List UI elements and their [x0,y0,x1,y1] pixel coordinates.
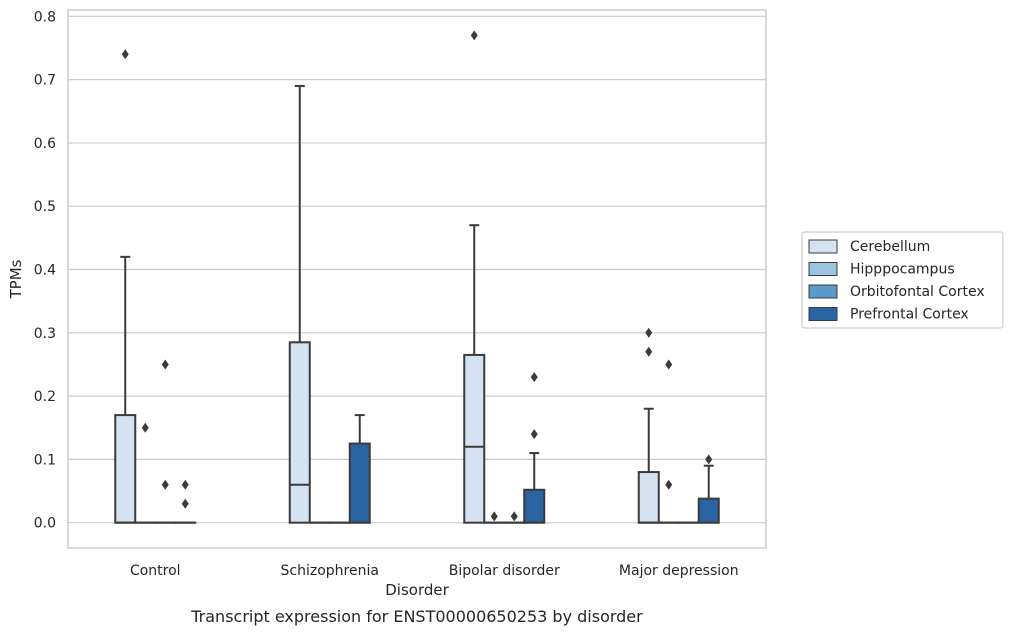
x-tick-label: Major depression [619,563,739,579]
y-tick-label: 0.7 [34,73,56,89]
box-hipppocampus [483,511,506,524]
box-orbitofontal-cortex [154,359,177,524]
legend-label: Prefrontal Cortex [850,307,969,323]
outlier-point [121,49,129,60]
x-axis-label: Disorder [385,581,449,599]
y-axis-label: TPMs [7,259,25,299]
box-body [348,442,371,524]
box-cerebellum [288,84,311,524]
box-hipppocampus [657,359,680,524]
outlier-point [161,359,169,370]
box-orbitofontal-cortex [503,511,526,524]
y-tick-label: 0.2 [34,389,56,405]
plot-frame [67,9,767,549]
outlier-point [161,479,169,490]
outlier-point [510,511,518,522]
outlier-point [530,372,538,383]
outlier-point [645,327,653,338]
y-tick-label: 0.6 [34,136,56,152]
x-tick-label: Control [130,563,181,579]
legend-swatch [808,239,838,254]
outlier-point [181,479,189,490]
box-cerebellum [114,49,137,524]
box-body [463,353,486,524]
x-axis-ticks: Control Schizophrenia Bipolar disorder Majo… [130,563,739,579]
x-tick-label: Schizophrenia [281,563,379,579]
box-prefrontal-cortex [174,479,197,524]
y-tick-label: 0.5 [34,199,56,215]
outlier-point [490,511,498,522]
outlier-point [530,429,538,440]
legend-label: Hipppocampus [850,262,955,278]
y-tick-label: 0.0 [34,516,56,532]
outlier-point [645,346,653,357]
box-body [523,488,546,524]
box-cerebellum [637,327,660,524]
legend-swatch [808,284,838,299]
legend-label: Cerebellum [850,239,930,255]
outlier-point [470,30,478,41]
box-body [288,341,311,524]
legend-swatch [808,262,838,276]
box-cerebellum [463,30,486,524]
box-prefrontal-cortex [697,454,720,524]
gridlines [68,15,766,524]
outlier-point [665,359,673,370]
x-tick-label: Bipolar disorder [449,563,560,579]
y-tick-label: 0.3 [34,326,56,342]
outlier-point [141,422,149,433]
box-body [697,497,720,524]
box-prefrontal-cortex [348,414,371,524]
outlier-point [181,498,189,509]
outlier-point [705,454,713,465]
box-hipppocampus [134,422,157,524]
legend-swatch [808,307,838,321]
legend-label: Orbitofontal Cortex [850,284,985,300]
boxes [114,30,720,524]
outlier-point [665,479,673,490]
box-prefrontal-cortex [523,372,546,524]
box-body [637,471,660,524]
legend: Cerebellum Hipppocampus Orbitofontal Corte… [801,231,1004,329]
box-body [114,414,137,524]
y-axis-ticks: 0.0 0.1 0.2 0.3 0.4 0.5 0.6 0.7 0.8 [34,9,56,531]
y-tick-label: 0.1 [34,452,56,468]
y-tick-label: 0.4 [34,263,56,279]
y-tick-label: 0.8 [34,9,56,25]
figure-caption: Transcript expression for ENST0000065025… [190,607,643,626]
legend-box [801,231,1004,329]
